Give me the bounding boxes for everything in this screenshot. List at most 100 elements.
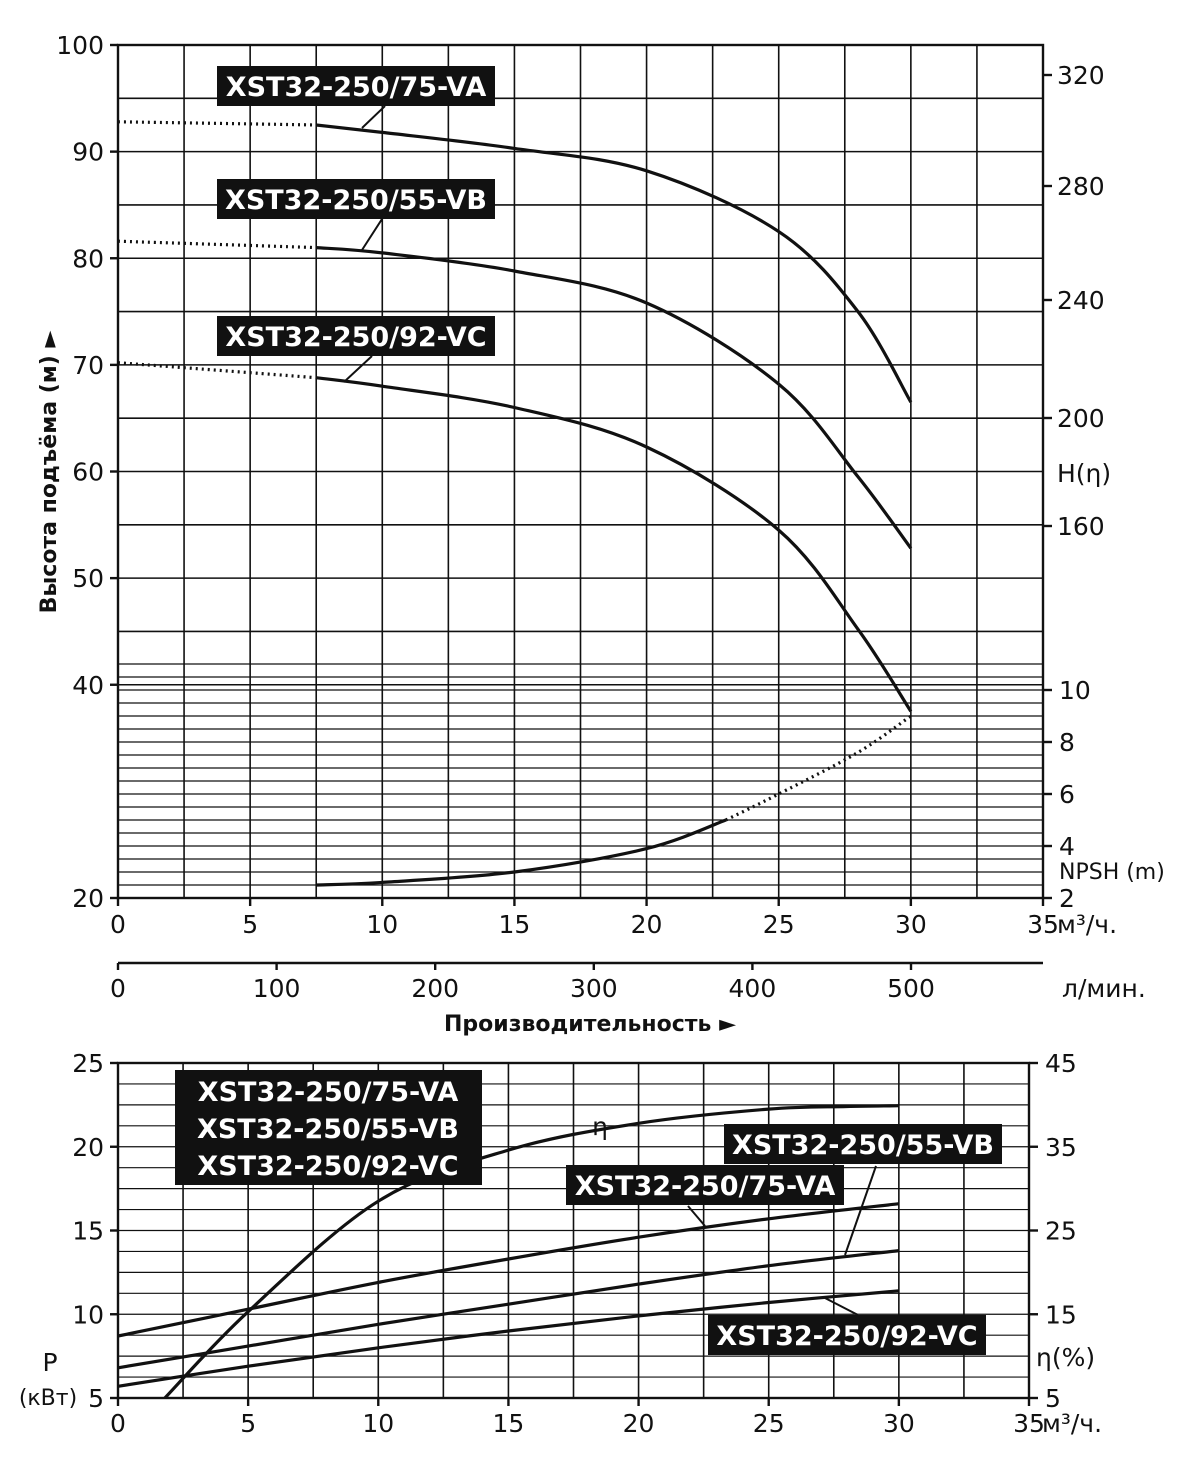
lmin-tick-label: 0 <box>110 974 126 1003</box>
x-tick-label: 25 <box>753 1409 785 1438</box>
x-tick-label: 5 <box>240 1409 256 1438</box>
x-tick-label: 10 <box>366 910 398 939</box>
p-tick-label: 15 <box>72 1217 104 1246</box>
eta-tick-label: 15 <box>1045 1300 1077 1329</box>
top-chart-grid <box>118 45 1043 898</box>
y-tick-label: 100 <box>56 31 104 60</box>
y-tick-label: 80 <box>72 244 104 273</box>
label-power-vb: XST32-250/55-VB <box>732 1130 994 1161</box>
curve-va <box>316 123 913 404</box>
x-tick-label: 30 <box>895 910 927 939</box>
x-tick-label: 35 <box>1027 910 1059 939</box>
p-tick-label: 25 <box>72 1049 104 1078</box>
y-tick-label: 40 <box>72 671 104 700</box>
x-unit-label: м³/ч. <box>1042 1409 1102 1438</box>
npsh-tick-label: 10 <box>1059 676 1091 705</box>
npsh-label: NPSH (m) <box>1059 860 1165 885</box>
bottom-chart-curves <box>117 1104 900 1400</box>
x-axis-title: Производительность ► <box>444 1012 736 1037</box>
curve-power-vc <box>117 1289 900 1388</box>
x-tick-label: 5 <box>242 910 258 939</box>
x-unit-label: м³/ч. <box>1057 910 1117 939</box>
top-chart-labels: XST32-250/75-VA XST32-250/55-VB XST32-250/… <box>217 66 495 383</box>
legend-block-bg <box>175 1070 482 1185</box>
x-tick-label: 20 <box>631 910 663 939</box>
curve-power-va <box>117 1202 900 1338</box>
label-vc-bg <box>217 316 495 356</box>
curve-npsh-dotted <box>725 714 912 822</box>
p-label-line2: (кВт) <box>19 1386 77 1411</box>
eta-tick-label: 25 <box>1045 1217 1077 1246</box>
label-va-leader <box>361 105 386 129</box>
power-vc-leader <box>824 1297 859 1316</box>
x-tick-label: 15 <box>493 1409 525 1438</box>
lmin-tick-label: 200 <box>411 974 459 1003</box>
power-vb-leader <box>844 1165 877 1256</box>
label-power-vc: XST32-250/92-VC <box>716 1321 977 1352</box>
label-vb-leader <box>361 218 383 251</box>
label-vc-leader <box>343 355 373 383</box>
label-power-vc-bg <box>708 1315 986 1355</box>
label-va: XST32-250/75-VA <box>226 72 487 103</box>
x-tick-label: 0 <box>110 910 126 939</box>
eta-tick-label: 5 <box>1045 1384 1061 1413</box>
curve-va-dotted <box>117 120 317 127</box>
legend-block-item: XST32-250/75-VA <box>198 1077 459 1108</box>
curve-vc <box>315 376 913 713</box>
npsh-tick-label: 4 <box>1059 832 1075 861</box>
eta-tick-label: 45 <box>1045 1049 1077 1078</box>
x-tick-label: 35 <box>1013 1409 1045 1438</box>
y-tick-label: 50 <box>72 564 104 593</box>
curve-efficiency <box>163 1104 899 1400</box>
x-tick-label: 15 <box>499 910 531 939</box>
lmin-unit-label: л/мин. <box>1062 974 1146 1003</box>
label-power-va-bg <box>566 1165 844 1205</box>
p-label-line1: P <box>42 1348 57 1377</box>
label-power-vb-bg <box>724 1124 1002 1164</box>
y-axis-title: Высота подъёма (м) ► <box>37 331 62 614</box>
label-vb-bg <box>217 179 495 219</box>
lmin-tick-label: 400 <box>729 974 777 1003</box>
curve-vb <box>316 246 913 550</box>
p-tick-label: 5 <box>88 1384 104 1413</box>
y2-head-label: H(η) <box>1057 459 1111 488</box>
legend-block-item: XST32-250/92-VC <box>197 1151 458 1182</box>
y-tick-label: 90 <box>72 138 104 167</box>
lmin-tick-label: 300 <box>570 974 618 1003</box>
eta-tick-label: 35 <box>1045 1133 1077 1162</box>
y2-tick-label: 240 <box>1057 286 1105 315</box>
npsh-tick-label: 8 <box>1059 728 1075 757</box>
y2-tick-label: 160 <box>1057 512 1105 541</box>
p-tick-label: 10 <box>72 1300 104 1329</box>
x-tick-label: 30 <box>883 1409 915 1438</box>
x-tick-label: 10 <box>362 1409 394 1438</box>
y-tick-label: 20 <box>72 884 104 913</box>
eta-axis-label: η(%) <box>1036 1343 1095 1372</box>
x-tick-label: 25 <box>763 910 795 939</box>
label-vc: XST32-250/92-VC <box>225 322 486 353</box>
y2-tick-label: 200 <box>1057 404 1105 433</box>
y-tick-label: 60 <box>72 458 104 487</box>
bottom-chart-labels: η XST32-250/75-VA XST32-250/55-VB XST32-250… <box>175 1070 1002 1355</box>
label-va-bg <box>217 66 495 106</box>
x-tick-label: 0 <box>110 1409 126 1438</box>
y2-tick-label: 320 <box>1057 61 1105 90</box>
power-va-leader <box>687 1205 706 1227</box>
y-tick-label: 70 <box>72 351 104 380</box>
lmin-tick-label: 500 <box>887 974 935 1003</box>
curve-power-vb <box>117 1249 900 1370</box>
label-power-va: XST32-250/75-VA <box>575 1171 836 1202</box>
legend-block-item: XST32-250/55-VB <box>197 1114 459 1145</box>
npsh-tick-label: 2 <box>1059 884 1075 913</box>
label-vb: XST32-250/55-VB <box>225 185 487 216</box>
x-tick-label: 20 <box>623 1409 655 1438</box>
lmin-tick-label: 100 <box>253 974 301 1003</box>
curve-vb-dotted <box>117 239 317 250</box>
y2-tick-label: 280 <box>1057 172 1105 201</box>
p-tick-label: 20 <box>72 1133 104 1162</box>
curve-npsh <box>316 818 727 887</box>
npsh-tick-label: 6 <box>1059 780 1075 809</box>
